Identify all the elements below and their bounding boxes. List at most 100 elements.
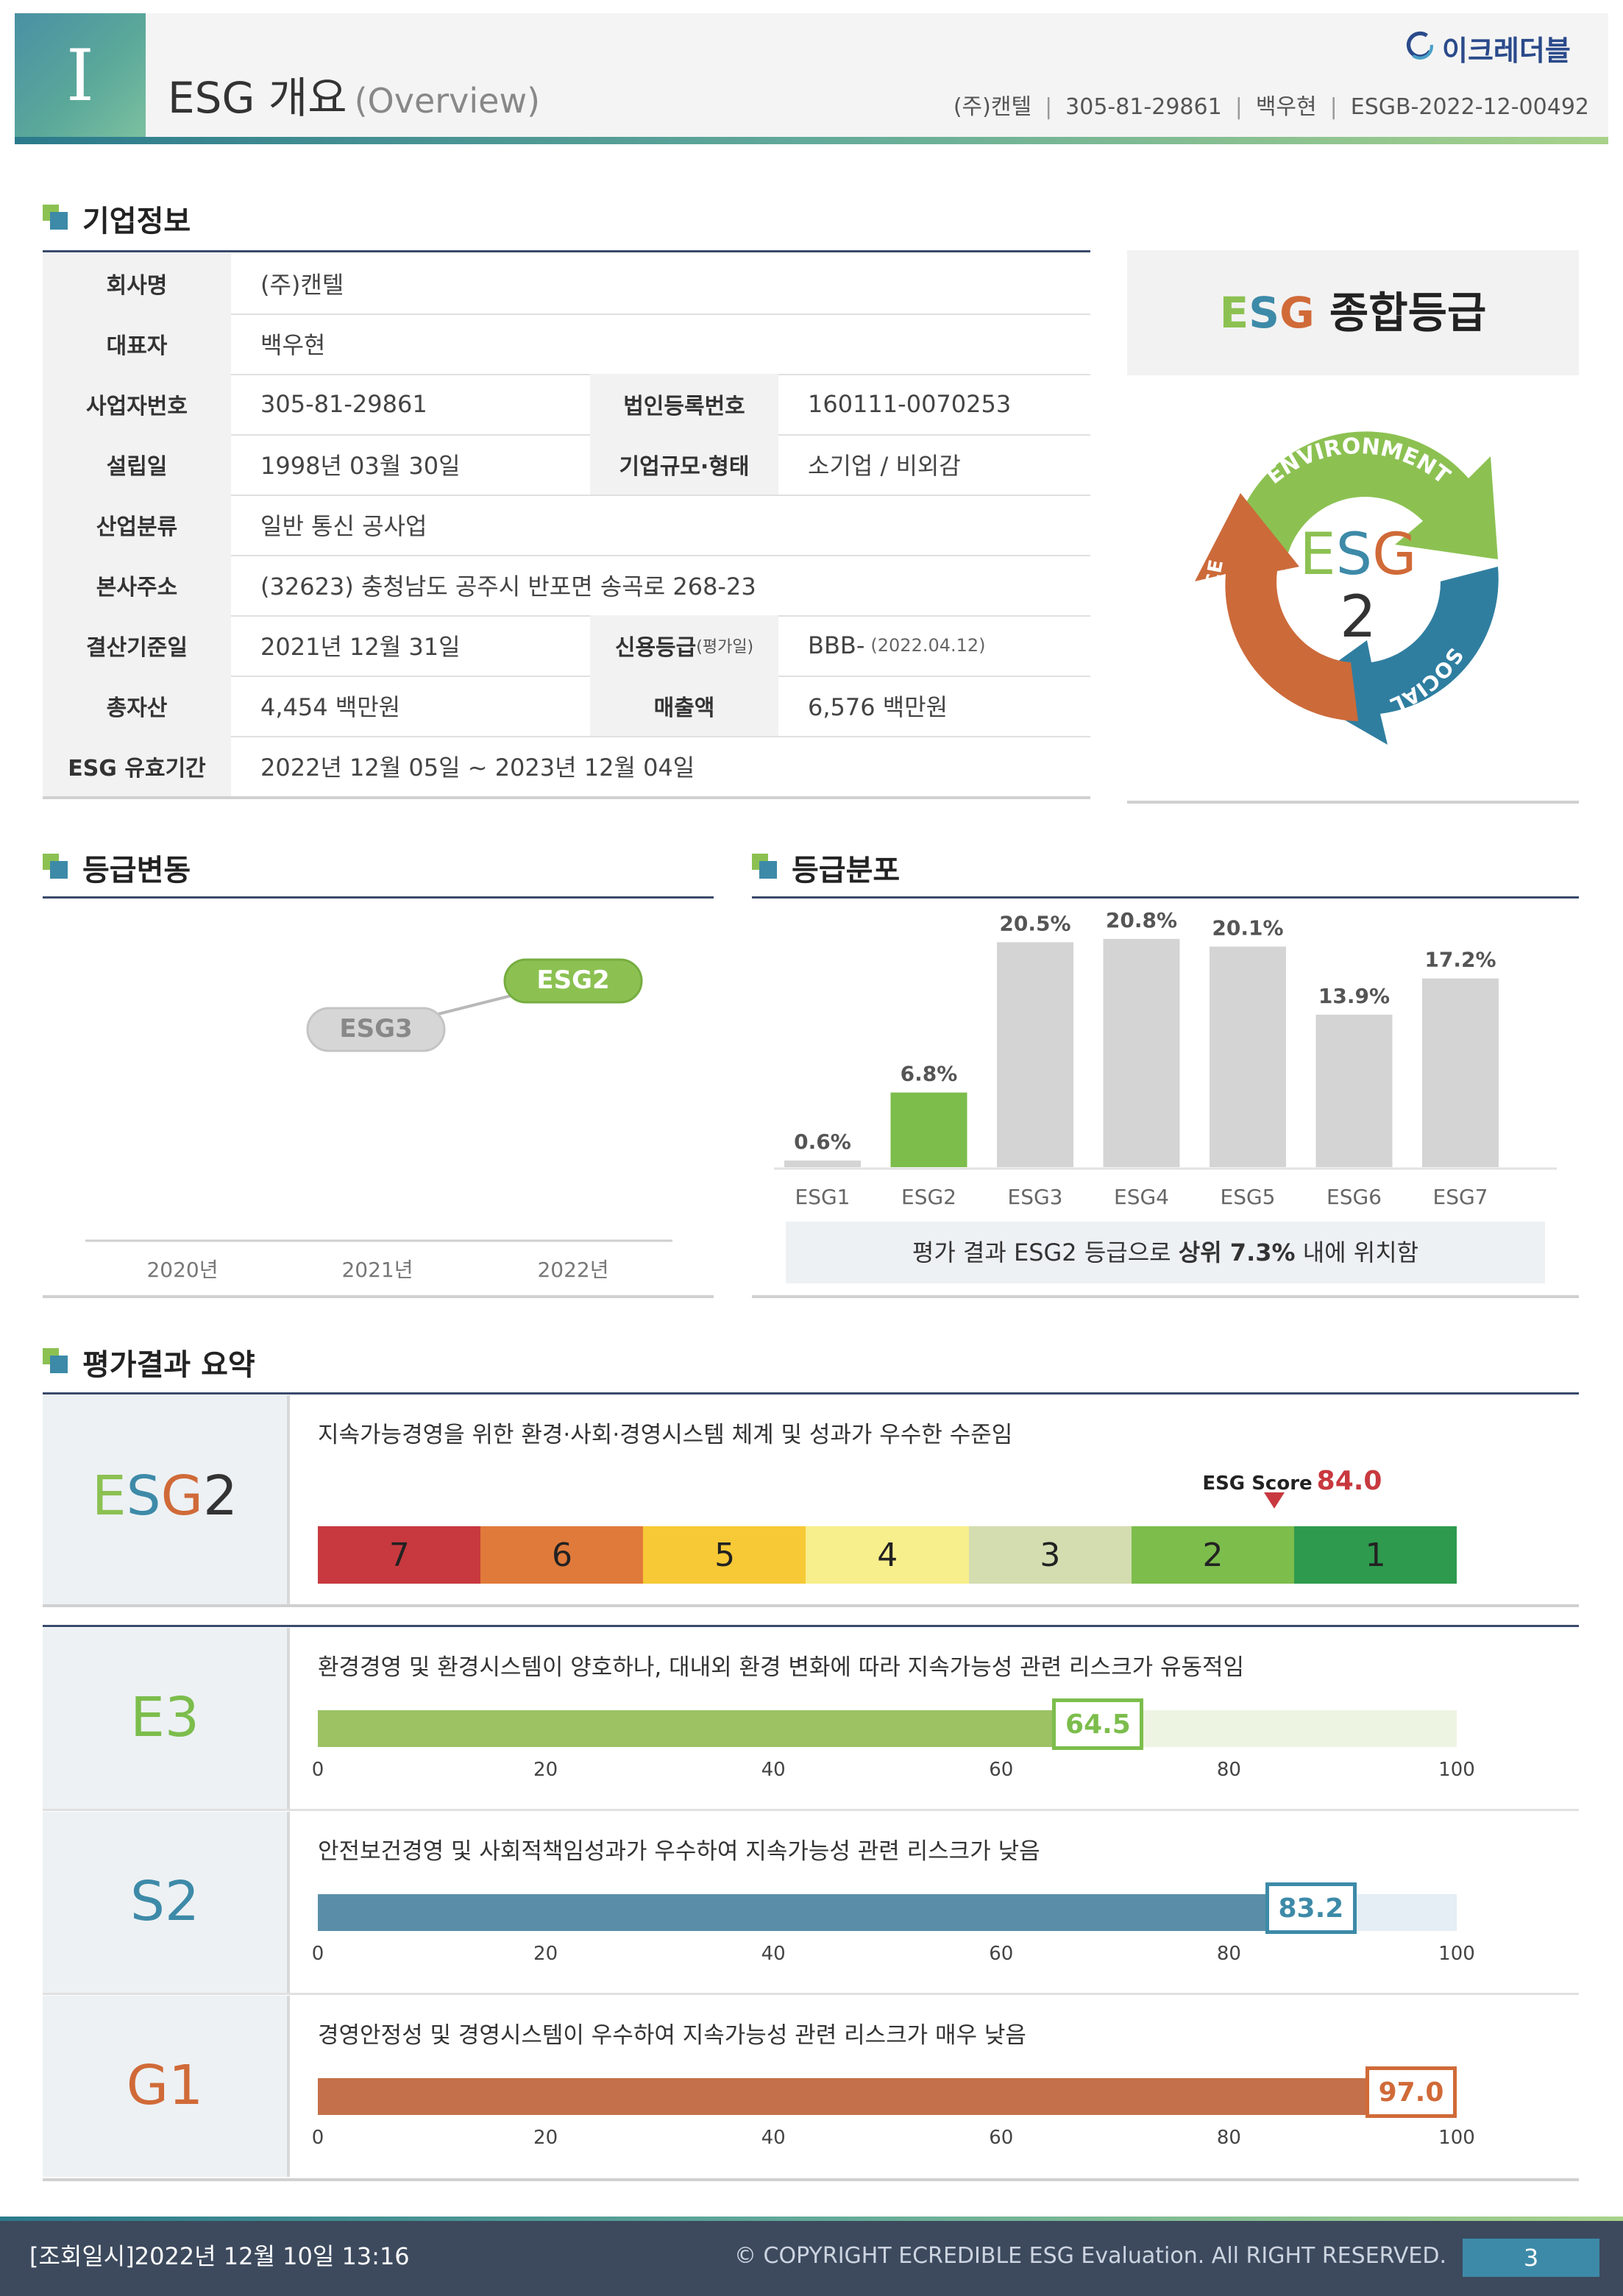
axis-tick-label: 20 (533, 1943, 558, 1965)
overall-num: 2 (203, 1464, 238, 1528)
axis-tick-label: 80 (1216, 1759, 1241, 1781)
year-label-2022: 2022년 (537, 1258, 608, 1282)
axis-tick-label: 100 (1438, 1943, 1475, 1965)
item-description: 안전보건경영 및 사회적책임성과가 우수하여 지속가능성 관련 리스크가 낮음 (318, 1838, 1040, 1865)
credit-label-text: 신용등급 (614, 635, 697, 661)
page-title: ESG 개요 (Overview) (168, 63, 540, 125)
items-top-rule (43, 1625, 1579, 1627)
bar-value-label: 0.6% (794, 1130, 851, 1154)
axis-tick-label: 40 (761, 2127, 786, 2149)
title-e: E (1219, 288, 1249, 338)
bar-esg2 (890, 1092, 967, 1167)
score-value-box: 83.2 (1265, 1882, 1357, 1934)
esg-score-label: ESG Score (1202, 1473, 1313, 1495)
bar-value-label: 20.1% (1212, 915, 1283, 940)
bar-esg3 (997, 942, 1073, 1167)
axis-tick-label: 0 (311, 2127, 324, 2149)
header-info: (주)캔텔 | 305-81-29861 | 백우현 | ESGB-2022-12-0049… (953, 94, 1589, 120)
ceo-label: 대표자 (43, 313, 231, 374)
grade-change-top-rule (43, 896, 714, 899)
item-grade: G1 (126, 2054, 204, 2117)
score-bar-fill (318, 1710, 1053, 1747)
chapter-badge: I (15, 13, 146, 138)
score-bar-fill (318, 2078, 1423, 2115)
axis-tick-label: 20 (533, 2127, 558, 2149)
table-row: ESG 유효기간 2022년 12월 05일 ~ 2023년 12월 04일 (43, 736, 1090, 799)
table-row: 결산기준일 2021년 12월 31일 신용등급 (평가일) BBB- (2022.… (43, 615, 1090, 677)
section-square-icon (752, 854, 778, 880)
table-row: 산업분류 일반 통신 공사업 (43, 495, 1090, 556)
chapter-number: I (66, 35, 94, 117)
company-table-top-rule (43, 250, 1090, 252)
axis-tick-label: 60 (989, 1759, 1014, 1781)
assets-label: 총자산 (43, 676, 231, 736)
valid-value: 2022년 12월 05일 ~ 2023년 12월 04일 (260, 754, 695, 782)
bar-value-label: 17.2% (1424, 948, 1496, 972)
header-company: (주)캔텔 (953, 94, 1032, 120)
score-pointer-icon (1264, 1492, 1285, 1509)
grade-scale-segment: 4 (806, 1526, 970, 1584)
overall-g: G (160, 1464, 203, 1528)
grade-change-bottom-rule (43, 1295, 714, 1298)
address-label: 본사주소 (43, 555, 231, 615)
category-label: ESG7 (1433, 1185, 1488, 1209)
table-row: 회사명 (주)캔텔 (43, 253, 1090, 315)
item-grade: E3 (130, 1686, 199, 1749)
summary-top-rule (43, 1392, 1579, 1395)
score-bar-track: 97.0 0 20 40 60 80 100 (312, 2066, 1475, 2149)
credit-label: 신용등급 (평가일) (590, 615, 778, 676)
grade-dist-top-rule (752, 896, 1579, 899)
grade-change-chart: ESG3 ESG2 2020년 2021년 2022년 (85, 958, 672, 1282)
address-value: (32623) 충청남도 공주시 반포면 송곡로 268-23 (260, 573, 756, 600)
esg-score-marker: ESG Score 84.0 (1202, 1466, 1382, 1496)
section-square-icon (43, 205, 69, 231)
grade-distribution-note: 평가 결과 ESG2 등급으로 상위 7.3% 내에 위치함 (786, 1222, 1545, 1283)
grade-dist-bottom-rule (752, 1295, 1579, 1298)
overall-grade-title: ESG 종합등급 (1127, 250, 1579, 375)
table-row: 대표자 백우현 (43, 313, 1090, 375)
bar-esg7 (1422, 978, 1499, 1167)
category-label: ESG2 (901, 1185, 956, 1209)
score-bar-track: 83.2 0 20 40 60 80 100 (312, 1882, 1475, 1965)
score-bar-fill (318, 1894, 1265, 1931)
environment-arrow (1232, 431, 1498, 570)
bar-value-label: 20.5% (999, 911, 1070, 935)
credit-value: BBB- (2022.04.12) (808, 615, 986, 676)
summary-bottom-rule (43, 2178, 1579, 2181)
title-rest: 종합등급 (1314, 288, 1487, 338)
ceo-value: 백우현 (260, 331, 326, 359)
footer: [조회일시]2022년 12월 10일 13:16 © COPYRIGHT EC… (0, 2217, 1623, 2296)
grade-scale-segment: 1 (1293, 1526, 1457, 1584)
header-band (15, 13, 1608, 138)
grade-card-bottom-rule (1127, 801, 1579, 804)
header-doc-no: ESGB-2022-12-00492 (1350, 94, 1589, 120)
assets-value: 4,454 백만원 (260, 693, 401, 721)
year-label-2021: 2021년 (341, 1258, 413, 1282)
bar-value-label: 13.9% (1318, 984, 1390, 1008)
bar-esg6 (1315, 1014, 1393, 1167)
item-grade-cell: S2 (43, 1812, 287, 1993)
axis-tick-label: 100 (1438, 2127, 1475, 2149)
grade-scale-segment: 6 (480, 1526, 644, 1584)
grade-distribution-note-text: 평가 결과 ESG2 등급으로 상위 7.3% 내에 위치함 (786, 1222, 1545, 1283)
table-row: 총자산 4,454 백만원 매출액 6,576 백만원 (43, 676, 1090, 737)
section-title-summary: 평가결과 요약 (82, 1348, 255, 1382)
grade-pill-2021 (306, 1007, 446, 1052)
item-grade: S2 (129, 1870, 200, 1933)
corp-no-value: 160111-0070253 (808, 390, 1012, 418)
bar-esg4 (1103, 938, 1180, 1167)
page-subtitle: (Overview) (354, 81, 541, 121)
category-label: ESG6 (1327, 1185, 1382, 1209)
table-row: 본사주소 (32623) 충청남도 공주시 반포면 송곡로 268-23 (43, 555, 1090, 617)
section-title-grade-change: 등급변동 (82, 854, 191, 887)
grade-scale-segment: 7 (318, 1526, 481, 1584)
category-label: ESG3 (1008, 1185, 1063, 1209)
company-name-label: 회사명 (43, 253, 231, 313)
section-title-grade-dist: 등급분포 (792, 854, 901, 887)
overall-bottom-rule (43, 1604, 1579, 1607)
axis-tick-label: 60 (989, 1943, 1014, 1965)
item-divider (287, 1812, 290, 1993)
axis-tick-label: 80 (1216, 2127, 1241, 2149)
grade-pill-2022-label: ESG2 (536, 965, 609, 995)
